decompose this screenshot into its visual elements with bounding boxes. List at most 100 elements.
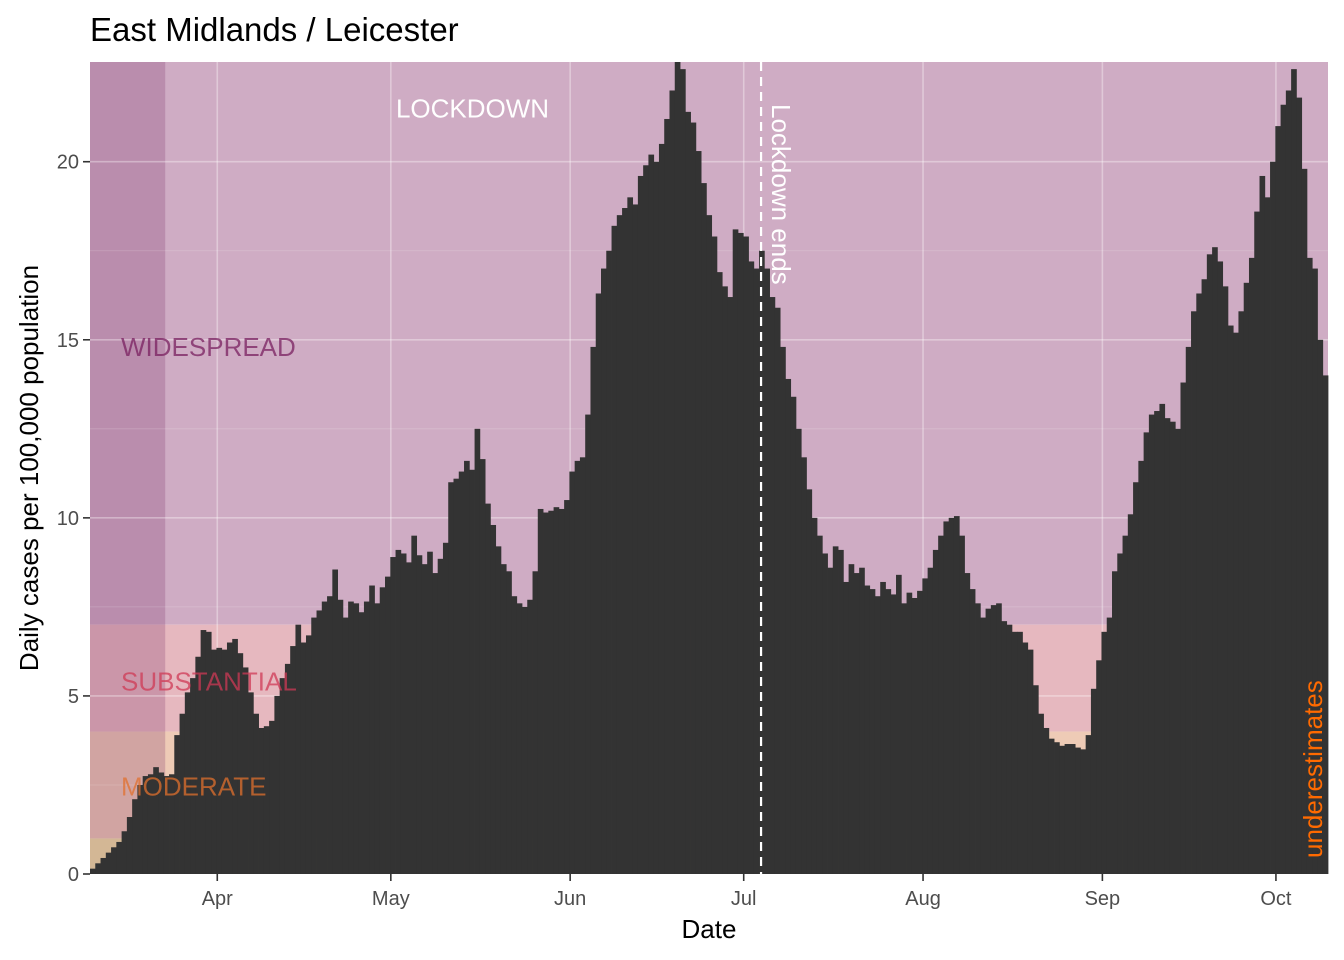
bar <box>1038 713 1044 874</box>
bar <box>1164 418 1171 874</box>
bar <box>1043 727 1050 874</box>
bar <box>279 678 286 874</box>
bar <box>406 562 412 874</box>
bar <box>258 727 265 874</box>
bar <box>859 567 865 874</box>
bar <box>190 678 196 874</box>
bar <box>1001 621 1008 874</box>
early-period-shade <box>90 62 166 874</box>
bar <box>816 535 823 874</box>
bar <box>1291 69 1297 875</box>
bar <box>1085 735 1092 874</box>
bar <box>532 571 539 874</box>
bar <box>1032 685 1039 874</box>
bar <box>147 774 154 874</box>
bar <box>806 489 813 874</box>
bar <box>506 571 512 874</box>
bar <box>780 346 786 874</box>
bar <box>132 799 138 874</box>
bar <box>990 605 997 874</box>
bar <box>1306 257 1313 874</box>
bar <box>1159 403 1166 874</box>
bar <box>938 535 944 874</box>
bar <box>195 656 202 874</box>
bar <box>295 624 302 874</box>
bar <box>1059 745 1065 874</box>
bar <box>1238 311 1245 875</box>
bar <box>179 713 186 874</box>
bar <box>253 713 259 874</box>
bar <box>579 457 586 874</box>
bar <box>1227 325 1234 875</box>
bar <box>1222 286 1229 874</box>
bar <box>885 589 892 874</box>
lockdown-end-label: Lockdown ends <box>766 104 796 285</box>
bar <box>1054 742 1060 874</box>
bar <box>411 535 418 874</box>
bar <box>184 692 191 874</box>
bar <box>1080 749 1087 874</box>
band-label-widespread: WIDESPREAD <box>121 332 296 362</box>
x-axis: Apr May Jun Jul Aug Sep Oct <box>202 874 1292 910</box>
bar <box>838 549 844 874</box>
bar <box>1270 161 1276 874</box>
bar <box>1212 247 1218 874</box>
bar <box>111 847 117 874</box>
bar <box>953 516 960 874</box>
bar <box>932 549 939 874</box>
bar <box>490 524 497 874</box>
bar <box>722 286 728 874</box>
bar <box>911 597 918 874</box>
bar <box>611 225 618 874</box>
bar <box>1148 414 1155 874</box>
bar <box>1022 642 1029 874</box>
bar <box>1264 197 1271 875</box>
bar <box>427 551 433 874</box>
bar <box>637 175 644 874</box>
bar <box>211 649 217 874</box>
bar <box>601 268 607 874</box>
bar <box>1011 631 1018 874</box>
bar <box>769 297 776 875</box>
bar <box>811 517 818 874</box>
y-tick-label: 20 <box>57 152 79 174</box>
bar <box>1285 90 1292 875</box>
bar <box>701 183 707 875</box>
bar <box>216 647 223 874</box>
bar <box>469 469 475 874</box>
bar <box>321 601 328 874</box>
bar <box>901 603 907 874</box>
bar <box>996 603 1002 874</box>
bar <box>527 599 533 874</box>
bar <box>1206 254 1213 874</box>
band-label-substantial: SUBSTANTIAL <box>121 667 297 697</box>
bar <box>1138 460 1145 874</box>
x-axis-title: Date <box>682 914 737 944</box>
bar <box>390 557 396 874</box>
bar <box>137 784 144 874</box>
x-tick-label: Jun <box>554 888 586 910</box>
y-tick-label: 0 <box>68 864 79 886</box>
bar-series <box>90 62 1329 875</box>
bar <box>485 503 491 874</box>
bar <box>458 471 465 874</box>
bar <box>1196 293 1202 875</box>
bar <box>1322 375 1329 874</box>
bar <box>653 161 660 874</box>
bar <box>985 608 992 874</box>
bar <box>743 236 749 874</box>
bar <box>869 589 876 874</box>
bar <box>569 471 576 874</box>
bar <box>363 601 370 874</box>
lockdown-label: LOCKDOWN <box>396 93 549 123</box>
bar <box>158 772 165 874</box>
bar <box>1096 660 1102 874</box>
bar <box>922 578 929 874</box>
bar <box>732 229 739 874</box>
bar <box>1122 535 1129 874</box>
bar <box>790 396 797 874</box>
bar <box>1027 649 1034 874</box>
bar <box>764 268 770 874</box>
bar <box>595 293 602 875</box>
bar <box>1248 257 1255 874</box>
